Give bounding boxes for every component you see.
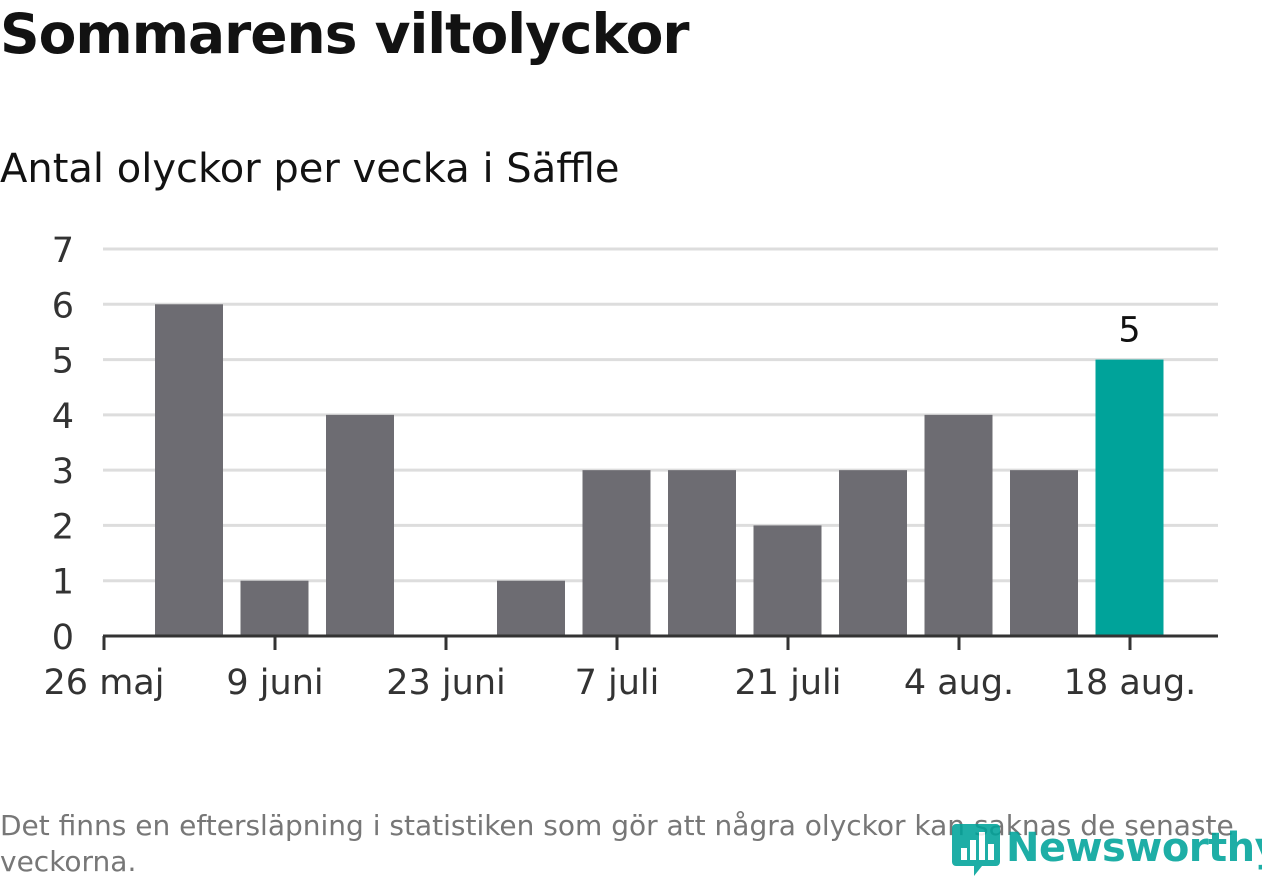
y-tick-label: 4 <box>52 397 74 437</box>
bar <box>839 470 907 636</box>
logo-wordmark: Newsworthy <box>1006 825 1262 871</box>
bar <box>668 470 736 636</box>
bar <box>924 414 993 636</box>
data-label: 5 <box>1118 311 1140 351</box>
y-tick-label: 0 <box>52 618 74 658</box>
y-tick-label: 2 <box>52 507 74 547</box>
bar <box>240 580 309 636</box>
x-tick-label: 9 juni <box>226 663 323 703</box>
y-tick-label: 3 <box>52 452 74 492</box>
x-axis <box>102 634 1218 650</box>
newsworthy-logo: Newsworthy <box>952 818 1262 878</box>
bar <box>326 414 394 636</box>
y-tick-label: 5 <box>52 342 74 382</box>
x-tick-label: 7 juli <box>575 663 660 703</box>
bar-chart-icon <box>952 824 1000 876</box>
chart-subtitle: Antal olyckor per vecka i Säffle <box>0 146 620 192</box>
y-tick-label: 7 <box>52 231 74 271</box>
footnote: Det finns en eftersläpning i statistiken… <box>0 809 1234 878</box>
chart-title: Sommarens viltolyckor <box>0 2 690 66</box>
x-tick-label: 21 juli <box>734 663 841 703</box>
bars <box>155 304 1164 636</box>
x-tick-label: 26 maj <box>44 663 165 703</box>
bar <box>1095 359 1164 636</box>
x-tick-label: 4 aug. <box>904 663 1014 703</box>
labels: 0 1 2 3 4 5 6 7 5 26 maj 9 juni 23 juni 7 juli 21 jul… <box>44 231 1197 703</box>
y-tick-label: 6 <box>52 286 74 326</box>
x-tick-label: 18 aug. <box>1064 663 1197 703</box>
bar <box>753 525 822 636</box>
bar <box>497 580 565 636</box>
bar <box>1010 470 1078 636</box>
bar <box>155 304 223 636</box>
y-tick-label: 1 <box>52 563 74 603</box>
x-tick-label: 23 juni <box>386 663 505 703</box>
bar <box>582 470 651 636</box>
